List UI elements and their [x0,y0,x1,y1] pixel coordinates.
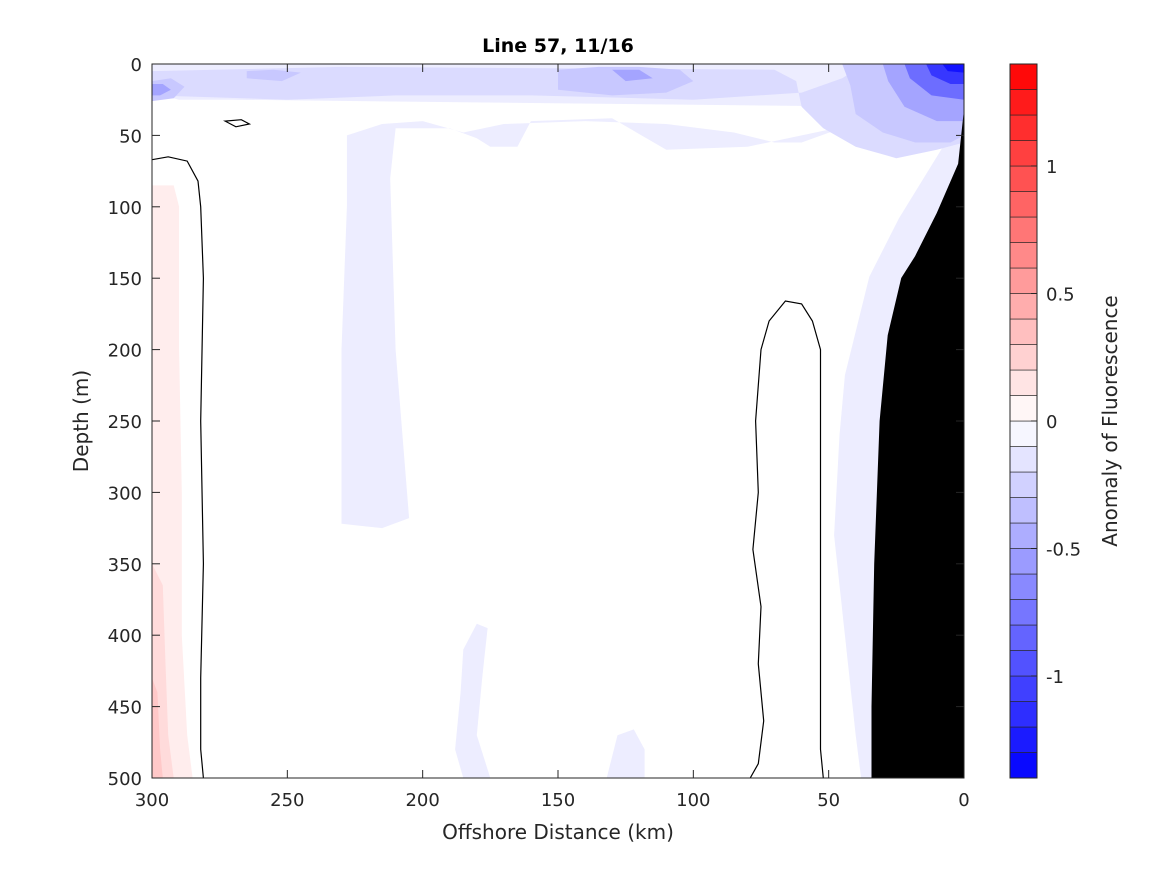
x-tick-label: 50 [817,790,840,811]
colorbar-swatch [1009,573,1038,600]
colorbar-swatch [1009,624,1038,651]
colorbar-swatch [1009,701,1038,728]
y-tick-label: 50 [119,126,142,147]
y-tick-label: 200 [108,341,142,362]
colorbar-swatch [1009,63,1038,90]
colorbar-swatch [1009,216,1038,243]
y-axis-label: Depth (m) [69,370,93,472]
colorbar-swatch [1009,114,1038,141]
anomaly-region [942,64,964,73]
anomaly-contours [152,64,964,778]
zero-contour-line [223,119,252,128]
zero-contour-line [152,156,205,778]
colorbar-swatch [1009,471,1038,498]
colorbar-swatch [1009,752,1038,779]
colorbar-swatch [1009,293,1038,320]
x-tick-label: 0 [958,790,969,811]
x-tick-label: 100 [676,790,710,811]
x-tick-label: 300 [135,790,169,811]
colorbar-ticks: 1 0.5 0 -0.5 -1 [1031,157,1081,688]
zero-contour-line [749,300,824,778]
y-tick-label: 400 [108,626,142,647]
colorbar-swatch [1009,267,1038,294]
y-tick-label: 300 [108,483,142,504]
x-tick-label: 200 [405,790,439,811]
colorbar-swatch [1009,675,1038,702]
y-tick-label: 450 [108,698,142,719]
x-axis-ticks: 300 250 200 150 100 50 0 [135,64,970,811]
colorbar-swatch [1009,165,1038,192]
y-axis-ticks: 0 50 100 150 200 250 300 350 400 450 500 [108,55,964,790]
colorbar-swatch [1009,599,1038,626]
colorbar-swatch [1009,344,1038,371]
colorbar-swatch [1009,650,1038,677]
chart-title: Line 57, 11/16 [482,35,634,57]
anomaly-region [152,64,964,778]
seafloor-bathymetry [871,113,964,778]
anomaly-region [606,729,645,778]
anomaly-region [455,623,491,778]
bathymetry-layer [871,113,964,778]
colorbar-tick-label: 0.5 [1046,285,1075,306]
y-tick-label: 350 [108,555,142,576]
colorbar-swatch [1009,548,1038,575]
colorbar-swatch [1009,191,1038,218]
colorbar-swatch [1009,446,1038,473]
y-tick-label: 150 [108,269,142,290]
colorbar-tick-label: 1 [1046,157,1057,178]
anomaly-region [558,66,694,96]
colorbar-swatch [1009,420,1038,447]
colorbar-swatch [1009,726,1038,753]
colorbar-tick-label: 0 [1046,412,1057,433]
anomaly-region [152,66,964,159]
y-tick-label: 250 [108,412,142,433]
colorbar-swatch [1009,395,1038,422]
colorbar-tick-label: -0.5 [1046,540,1081,561]
colorbar-swatch [1009,497,1038,524]
y-tick-label: 100 [108,198,142,219]
colorbar-label: Anomaly of Fluorescence [1098,295,1122,546]
colorbar-swatch [1009,89,1038,116]
anomaly-region [152,84,171,96]
x-tick-label: 150 [541,790,575,811]
colorbar-tick-label: -1 [1046,667,1064,688]
x-axis-label: Offshore Distance (km) [442,820,674,844]
anomaly-region [152,678,163,778]
zero-contour-lines [152,119,824,778]
x-tick-label: 250 [270,790,304,811]
anomaly-region [246,69,301,82]
colorbar-swatch [1009,318,1038,345]
colorbar [1009,63,1038,779]
colorbar-swatch [1009,140,1038,167]
y-tick-label: 0 [131,55,142,76]
anomaly-region [612,69,653,82]
plot-background [152,64,964,778]
colorbar-swatch [1009,522,1038,549]
colorbar-swatch [1009,242,1038,269]
y-tick-label: 500 [108,769,142,790]
colorbar-swatch [1009,369,1038,396]
